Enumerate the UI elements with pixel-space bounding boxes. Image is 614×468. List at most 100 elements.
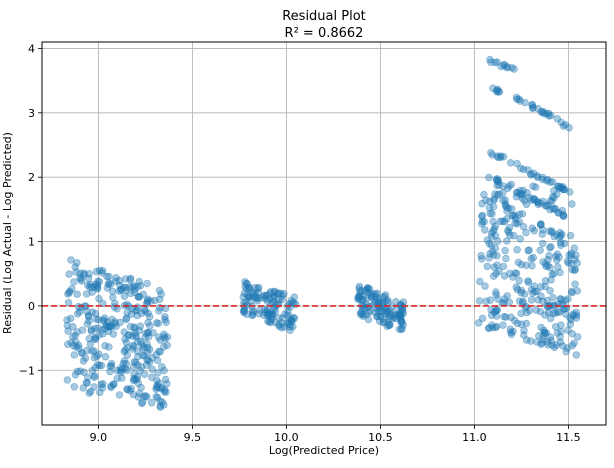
y-tick-label: 3	[28, 107, 35, 120]
data-point	[565, 124, 573, 132]
data-point	[526, 170, 535, 178]
data-point	[64, 340, 72, 348]
data-point	[499, 321, 507, 329]
data-point	[544, 308, 553, 317]
data-point	[82, 290, 91, 298]
data-point	[133, 373, 142, 381]
data-point	[93, 284, 102, 292]
data-point	[153, 319, 161, 327]
data-point	[529, 169, 538, 178]
data-point	[512, 93, 521, 102]
data-point	[135, 277, 144, 286]
data-point	[126, 289, 135, 298]
data-point	[540, 329, 549, 337]
data-point	[355, 292, 363, 300]
data-point	[84, 274, 93, 282]
data-point	[556, 268, 564, 277]
data-point	[357, 309, 366, 317]
y-tick-label: 1	[28, 236, 35, 249]
data-point	[63, 316, 71, 324]
x-tick-label: 11.0	[462, 431, 487, 444]
data-point	[565, 251, 573, 259]
data-point	[510, 65, 518, 73]
data-point	[480, 190, 488, 199]
data-point	[129, 390, 138, 399]
data-point	[279, 314, 287, 322]
data-point	[518, 194, 526, 203]
data-point	[499, 262, 508, 271]
x-tick-label: 10.0	[274, 431, 299, 444]
data-point	[481, 226, 489, 234]
data-point	[101, 342, 109, 350]
data-point	[547, 243, 555, 251]
y-tick-label: 4	[28, 42, 35, 55]
data-point	[91, 280, 100, 288]
data-point	[481, 282, 489, 290]
data-point	[263, 291, 271, 300]
data-point	[135, 326, 144, 335]
data-point	[385, 313, 394, 321]
data-point	[118, 374, 126, 382]
data-point	[559, 185, 567, 194]
data-point	[286, 315, 294, 323]
data-point	[70, 351, 79, 359]
data-point	[79, 357, 88, 365]
data-point	[517, 309, 525, 318]
data-point	[495, 87, 503, 96]
data-point	[554, 209, 563, 217]
data-point	[373, 294, 382, 302]
data-point	[69, 332, 77, 341]
data-point	[255, 309, 263, 318]
data-point	[501, 246, 509, 255]
data-point	[109, 293, 117, 302]
data-point	[148, 399, 156, 407]
data-point	[507, 159, 515, 167]
data-point	[383, 322, 391, 330]
data-point	[76, 367, 85, 375]
data-point	[251, 284, 259, 292]
data-point	[133, 283, 142, 291]
data-point	[513, 220, 521, 228]
data-point	[564, 326, 572, 334]
data-point	[270, 292, 278, 300]
data-point	[269, 310, 277, 319]
data-point	[73, 290, 81, 298]
data-point	[107, 383, 115, 392]
data-point	[543, 338, 552, 346]
data-point	[496, 217, 505, 226]
data-point	[110, 380, 118, 389]
data-point	[289, 322, 297, 331]
data-point	[491, 244, 500, 252]
plot-frame	[41, 41, 607, 426]
data-point	[555, 308, 564, 316]
data-point	[529, 182, 537, 190]
data-point	[506, 231, 514, 240]
data-point	[67, 314, 75, 323]
data-point	[567, 316, 575, 324]
data-point	[83, 379, 91, 387]
data-point	[508, 64, 516, 72]
data-point	[270, 288, 278, 296]
data-point	[475, 297, 484, 305]
data-point	[546, 314, 555, 323]
data-point	[113, 366, 121, 375]
data-point	[91, 364, 100, 372]
data-point	[380, 292, 388, 301]
data-point	[269, 294, 277, 303]
data-point	[541, 260, 550, 268]
data-point	[566, 188, 574, 196]
data-point	[489, 272, 498, 280]
data-point	[527, 296, 536, 304]
data-point	[152, 393, 160, 401]
data-point	[142, 361, 151, 369]
data-point	[561, 296, 569, 304]
data-point	[155, 286, 164, 295]
data-point	[537, 221, 545, 229]
data-point	[112, 322, 120, 331]
data-point	[157, 290, 165, 298]
data-point	[88, 283, 96, 291]
data-point	[75, 308, 84, 316]
data-point	[569, 310, 577, 318]
data-point	[489, 203, 498, 211]
